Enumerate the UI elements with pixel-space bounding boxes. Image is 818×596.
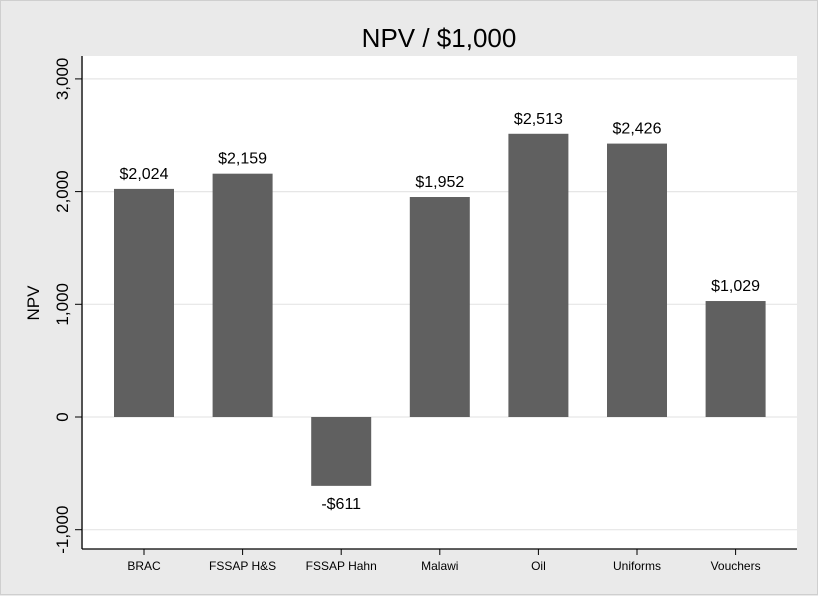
- y-axis-label: NPV: [24, 285, 43, 321]
- labels: -1,000 0 1,000 2,000 3,000 $2,024 BRAC $2,159 FS…: [53, 58, 761, 573]
- x-tick-label: FSSAP H&S: [209, 559, 276, 573]
- bar-data-label: $1,952: [415, 174, 464, 191]
- y-tick-label: 1,000: [53, 283, 72, 326]
- bar: [114, 188, 174, 417]
- bar: [705, 301, 766, 417]
- bar: [508, 133, 569, 417]
- y-tick-label: 0: [53, 412, 72, 421]
- bar: [409, 197, 470, 417]
- x-tick-label: FSSAP Hahn: [306, 559, 377, 573]
- bar-data-label: $2,426: [613, 121, 662, 138]
- x-tick-label: Oil: [531, 559, 546, 573]
- x-tick-label: Malawi: [421, 559, 458, 573]
- x-tick-label: BRAC: [127, 559, 161, 573]
- x-tick-label: Vouchers: [711, 559, 761, 573]
- bar: [311, 417, 372, 486]
- x-tick-label: Uniforms: [613, 559, 661, 573]
- chart-title: NPV / $1,000: [362, 23, 517, 53]
- y-tick-label: -1,000: [53, 506, 72, 554]
- axes: [75, 56, 797, 555]
- y-tick-label: 3,000: [53, 58, 72, 101]
- bar-data-label: $1,029: [711, 278, 760, 295]
- bar-data-label: -$611: [321, 496, 361, 513]
- bar-data-label: $2,513: [514, 111, 563, 128]
- bar-data-label: $2,024: [120, 166, 169, 183]
- bars: [114, 133, 766, 486]
- y-tick-label: 2,000: [53, 170, 72, 213]
- bar-data-label: $2,159: [218, 151, 267, 168]
- bar: [212, 173, 273, 417]
- bar: [607, 143, 667, 418]
